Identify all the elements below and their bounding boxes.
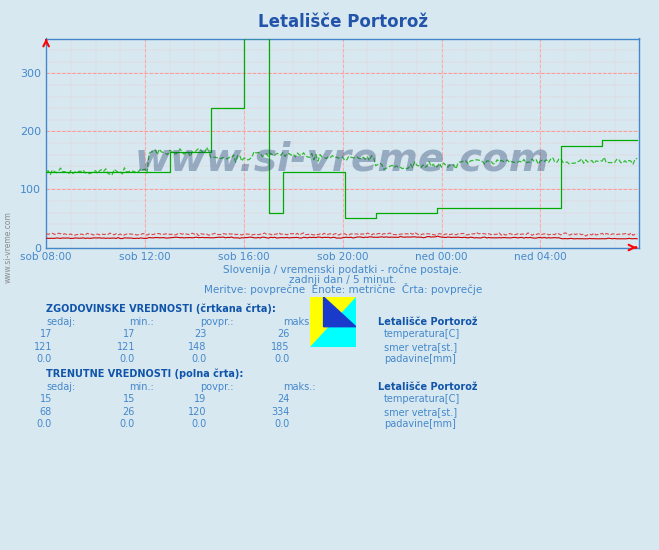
Text: 0.0: 0.0 [120, 419, 135, 429]
Title: Letališče Portorož: Letališče Portorož [258, 13, 428, 31]
Text: 121: 121 [34, 342, 52, 352]
Text: 120: 120 [188, 406, 206, 417]
Text: Letališče Portorož: Letališče Portorož [378, 382, 478, 392]
Text: min.:: min.: [129, 317, 154, 327]
Text: Letališče Portorož: Letališče Portorož [378, 317, 478, 327]
Text: min.:: min.: [129, 382, 154, 392]
Text: 0.0: 0.0 [37, 354, 52, 365]
Text: 121: 121 [117, 342, 135, 352]
Text: sedaj:: sedaj: [46, 382, 75, 392]
Text: smer vetra[st.]: smer vetra[st.] [384, 342, 457, 352]
Polygon shape [310, 297, 356, 346]
Polygon shape [324, 297, 356, 327]
Text: 334: 334 [271, 406, 289, 417]
Text: 0.0: 0.0 [191, 419, 206, 429]
Text: temperatura[C]: temperatura[C] [384, 394, 461, 404]
FancyBboxPatch shape [366, 410, 377, 416]
Text: 15: 15 [123, 394, 135, 404]
Text: povpr.:: povpr.: [200, 382, 234, 392]
Text: 0.0: 0.0 [37, 419, 52, 429]
Text: 148: 148 [188, 342, 206, 352]
FancyBboxPatch shape [366, 345, 377, 351]
Text: TRENUTNE VREDNOSTI (polna črta):: TRENUTNE VREDNOSTI (polna črta): [46, 368, 244, 379]
Text: sedaj:: sedaj: [46, 317, 75, 327]
Text: 0.0: 0.0 [274, 354, 289, 365]
Text: 26: 26 [123, 406, 135, 417]
Text: Slovenija / vremenski podatki - ročne postaje.: Slovenija / vremenski podatki - ročne po… [223, 264, 462, 274]
Text: 0.0: 0.0 [274, 419, 289, 429]
Polygon shape [310, 297, 356, 346]
Text: padavine[mm]: padavine[mm] [384, 419, 456, 429]
FancyBboxPatch shape [366, 332, 377, 338]
Text: 0.0: 0.0 [120, 354, 135, 365]
Text: maks.:: maks.: [283, 317, 316, 327]
Text: 0.0: 0.0 [191, 354, 206, 365]
Text: 26: 26 [277, 329, 289, 339]
Text: povpr.:: povpr.: [200, 317, 234, 327]
Text: smer vetra[st.]: smer vetra[st.] [384, 406, 457, 417]
Text: temperatura[C]: temperatura[C] [384, 329, 461, 339]
Text: 24: 24 [277, 394, 289, 404]
Text: www.si-vreme.com: www.si-vreme.com [135, 141, 550, 179]
Text: www.si-vreme.com: www.si-vreme.com [3, 212, 13, 283]
Text: 23: 23 [194, 329, 206, 339]
FancyBboxPatch shape [366, 358, 377, 364]
Text: ZGODOVINSKE VREDNOSTI (črtkana črta):: ZGODOVINSKE VREDNOSTI (črtkana črta): [46, 304, 276, 314]
FancyBboxPatch shape [366, 397, 377, 403]
Text: Meritve: povprečne  Enote: metrične  Črta: povprečje: Meritve: povprečne Enote: metrične Črta:… [204, 283, 482, 295]
Text: 19: 19 [194, 394, 206, 404]
Text: 185: 185 [271, 342, 289, 352]
Text: zadnji dan / 5 minut.: zadnji dan / 5 minut. [289, 275, 397, 285]
FancyBboxPatch shape [366, 422, 377, 428]
Text: 68: 68 [40, 406, 52, 417]
Text: padavine[mm]: padavine[mm] [384, 354, 456, 365]
Text: 17: 17 [40, 329, 52, 339]
Text: 17: 17 [123, 329, 135, 339]
Text: maks.:: maks.: [283, 382, 316, 392]
Text: 15: 15 [40, 394, 52, 404]
